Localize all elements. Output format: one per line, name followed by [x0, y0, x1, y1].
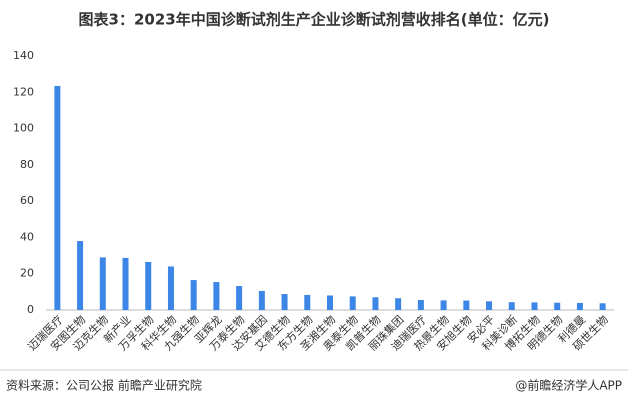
chart-title: 图表3：2023年中国诊断试剂生产企业诊断试剂营收排名(单位：亿元) — [79, 11, 550, 29]
bar — [440, 300, 447, 310]
y-tick-label: 80 — [20, 158, 34, 171]
bar — [463, 300, 470, 310]
y-tick-label: 0 — [27, 303, 34, 316]
bar — [190, 280, 197, 310]
bar — [213, 282, 220, 310]
y-tick-label: 40 — [20, 230, 34, 243]
bar — [372, 297, 379, 310]
y-tick-label: 140 — [13, 49, 34, 62]
brand: @前瞻经济学人APP — [515, 378, 622, 393]
y-tick-label: 20 — [20, 267, 34, 280]
bar — [99, 257, 106, 310]
bar — [486, 301, 493, 310]
bar — [599, 303, 606, 310]
bar — [167, 266, 174, 310]
bar — [576, 302, 583, 310]
bar — [395, 298, 402, 310]
bar — [531, 302, 538, 310]
bar — [258, 290, 265, 310]
bar — [304, 294, 311, 310]
y-tick-label: 100 — [13, 122, 34, 135]
bar — [349, 296, 356, 310]
y-tick-label: 60 — [20, 194, 34, 207]
bar — [554, 302, 561, 310]
bar — [145, 261, 152, 310]
bar — [122, 257, 129, 310]
bar — [417, 300, 424, 310]
bar — [77, 241, 84, 310]
bar — [281, 294, 288, 310]
bar — [327, 295, 333, 310]
bar — [54, 85, 61, 310]
bar — [508, 302, 515, 310]
source: 资料来源：公司公报 前瞻产业研究院 — [6, 378, 202, 393]
bar — [236, 286, 243, 310]
y-tick-label: 120 — [13, 85, 34, 98]
